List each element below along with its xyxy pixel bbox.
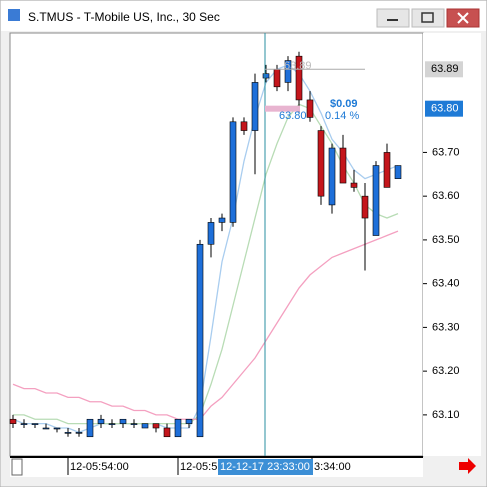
x-tick-label: 3:34:00 [314,461,351,473]
candle-body [251,82,259,131]
y-tick-label: 63.70 [432,146,460,158]
candle-body [306,99,314,118]
moving-average-line [12,230,399,420]
candle-body [20,423,28,425]
candle-body [152,423,160,429]
candle-body [31,423,39,425]
maximize-icon [421,12,434,23]
candle-body [361,195,369,219]
candle-body [185,418,193,424]
price-marker-label: 63.89 [431,63,459,75]
candle-body [108,423,116,425]
annotation: 63.89 [284,60,312,72]
close-icon [457,12,469,24]
y-tick-label: 63.40 [432,278,460,290]
candle-body [130,423,138,425]
candle-body [9,418,17,424]
window-title: S.TMUS - T-Mobile US, Inc., 30 Sec [28,10,220,24]
crosshair-time-box [218,459,313,475]
candle-body [141,423,149,429]
annotation: 0.14 % [325,110,359,122]
y-tick-label: 63.30 [432,321,460,333]
y-tick-label: 63.20 [432,365,460,377]
candle-body [119,418,127,424]
scroll-handle[interactable] [11,458,23,476]
y-tick-label: 63.50 [432,234,460,246]
candle-body [383,152,391,188]
candle-body [295,55,303,101]
time-axis [10,456,423,477]
candle-body [240,121,248,131]
candle-body [75,432,83,434]
candle-body [372,165,380,236]
candle-body [394,165,402,179]
plot-area [9,32,424,457]
candle-body [64,432,72,434]
price-marker [425,100,463,117]
candle-body [86,418,94,438]
candle-body [97,418,105,424]
candle-body [262,73,270,79]
annotation: 63.80 [279,110,307,122]
candle-body [328,147,336,206]
plot-layer: 63.10 63.20 63.30 63.40 63.50 63.60 63.70 63.89… [9,33,460,456]
price-marker-label: 63.80 [431,103,459,115]
moving-average-line [13,103,399,425]
x-tick-label: 12-05:5 [180,461,217,473]
candle-body [163,427,171,438]
candle-body [273,69,281,88]
crosshair-time-label: 12-12-17 23:33:00 [220,461,310,473]
candle-body [196,243,204,438]
moving-average-line [12,64,399,434]
measure-band [265,105,300,112]
app-icon [8,9,20,21]
annotation: $0.09 [330,98,358,110]
candle-body [284,60,292,83]
candle-body [207,222,215,245]
candle-body [53,427,61,430]
y-tick-label: 63.10 [432,409,460,421]
scroll-right-arrow[interactable] [459,458,476,474]
price-marker [425,61,463,78]
minimize-button[interactable] [376,8,410,28]
candle-body [229,121,237,223]
x-tick-label: 12-05:54:00 [70,461,129,473]
candle-body [218,217,226,223]
candle-body [317,130,325,197]
maximize-button[interactable] [411,8,445,28]
candle-body [350,182,358,188]
candle-body [339,147,347,184]
y-tick-label: 63.60 [432,190,460,202]
candle-body [42,427,50,430]
candle-body [174,418,182,438]
